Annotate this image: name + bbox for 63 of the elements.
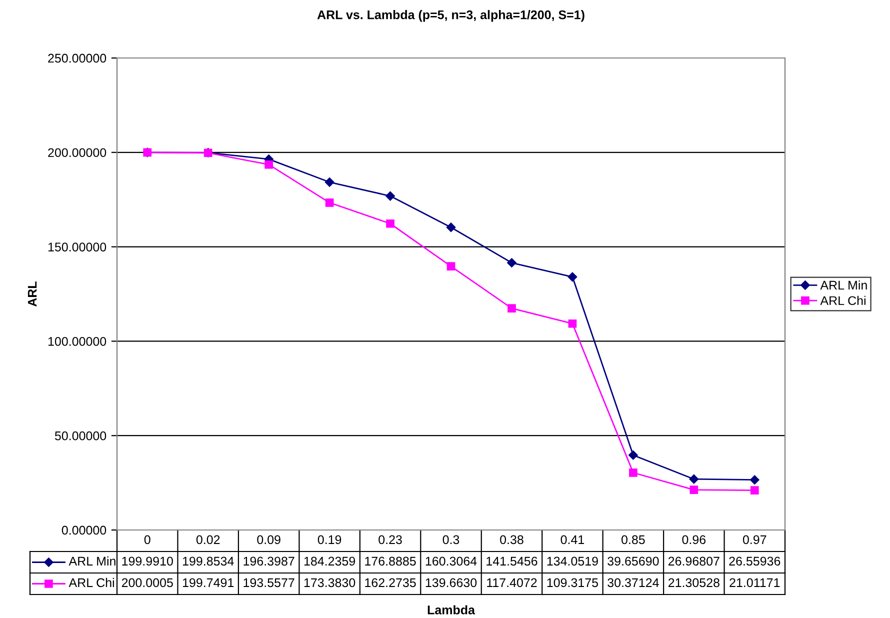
text: ARL Chi <box>68 578 114 588</box>
point <box>750 475 760 484</box>
point <box>324 178 334 187</box>
data-label: 173.3830 <box>304 578 356 588</box>
data-label: 26.96807 <box>668 556 720 566</box>
data-label: 26.55936 <box>729 556 780 566</box>
point <box>568 272 578 282</box>
point <box>568 319 577 328</box>
point <box>628 450 638 460</box>
data-label: 162.2735 <box>365 578 416 588</box>
x-tick-label: 0.3 <box>442 535 460 544</box>
point <box>689 474 699 484</box>
y-tick-label: 50.00000 <box>54 431 106 440</box>
data-label: 196.3987 <box>244 556 294 566</box>
point <box>750 486 759 494</box>
data-label: 21.30528 <box>668 578 720 588</box>
point <box>386 191 395 201</box>
data-label: 39.65690 <box>608 556 659 566</box>
x-tick-label: 0.41 <box>560 535 584 544</box>
x-axis-title: Lambda <box>428 605 476 614</box>
x-tick-label: 0.19 <box>318 535 342 544</box>
data-label: 117.4072 <box>487 578 537 588</box>
data-label: 199.9910 <box>122 556 173 566</box>
data-label: 199.8534 <box>182 556 234 566</box>
x-tick-label: 0.23 <box>378 535 402 544</box>
y-tick-label: 250.00000 <box>48 54 106 63</box>
x-tick-label: 0.02 <box>196 535 220 544</box>
y-axis-title: ARL <box>28 282 37 307</box>
text: ARL Min <box>68 556 116 566</box>
data-label: 21.01171 <box>730 578 780 588</box>
y-tick-label: 150.00000 <box>48 242 106 252</box>
y-tick-label: 100.00000 <box>48 337 106 346</box>
data-label: 193.5577 <box>244 578 294 588</box>
legend-label: ARL Chi <box>820 296 866 306</box>
point <box>508 304 516 312</box>
data-label: 160.3064 <box>426 556 477 566</box>
data-label: 30.37124 <box>608 578 659 588</box>
point <box>264 160 273 169</box>
x-tick-label: 0.96 <box>682 535 706 544</box>
point <box>507 258 516 268</box>
data-label: 176.8885 <box>365 556 416 566</box>
y-tick-label: 200.00000 <box>48 148 106 158</box>
x-tick-label: 0 <box>144 535 150 544</box>
data-label: 139.6630 <box>426 578 477 588</box>
point <box>386 219 394 228</box>
chart-title: ARL vs. Lambda (p=5, n=3, alpha=1/200, S=1) <box>317 10 584 22</box>
legend-label: ARL Min <box>820 280 867 290</box>
x-tick-label: 0.85 <box>622 535 645 544</box>
point <box>446 222 456 232</box>
x-tick-label: 0.38 <box>500 535 524 544</box>
data-label: 141.5456 <box>486 556 538 566</box>
point <box>690 486 698 494</box>
data-label: 199.7491 <box>182 578 234 588</box>
y-tick-label: 0.00000 <box>62 526 106 535</box>
data-label: 109.3175 <box>547 578 598 588</box>
data-label: 184.2359 <box>304 556 356 566</box>
point <box>629 468 638 477</box>
point <box>446 262 456 270</box>
x-tick-label: 0.09 <box>257 535 280 544</box>
data-label: 200.0005 <box>122 578 173 588</box>
point <box>325 198 334 207</box>
x-tick-label: 0.97 <box>742 535 766 544</box>
data-label: 134.0519 <box>547 556 598 566</box>
